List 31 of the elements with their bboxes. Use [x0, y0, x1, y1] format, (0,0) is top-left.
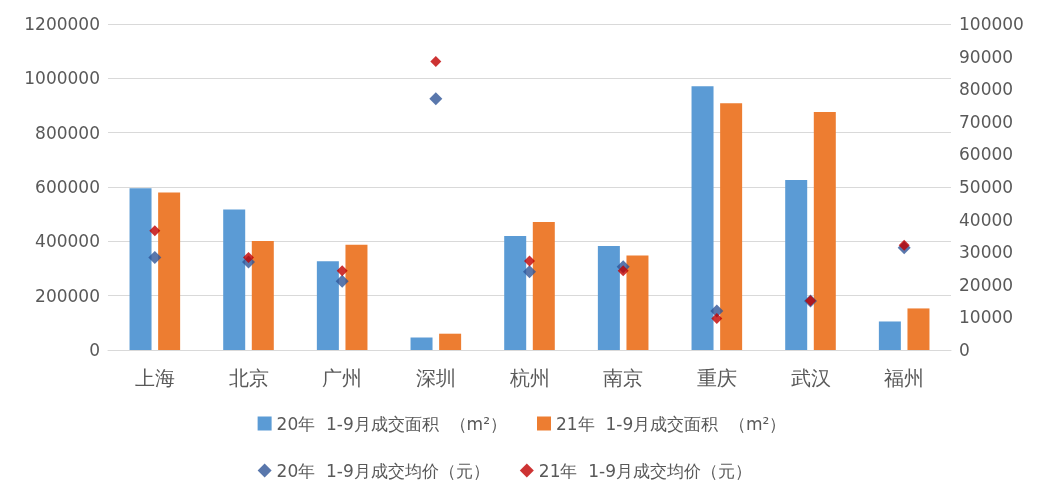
y-tick-label: 1000000 [24, 68, 100, 89]
y-tick-label: 400000 [35, 231, 100, 252]
x-tick-label: 杭州 [508, 366, 550, 390]
legend-label: 21年 1-9月成交均价（元） [538, 460, 753, 481]
x-tick-label: 深圳 [415, 366, 456, 390]
x-tick-label: 南京 [603, 366, 644, 390]
x-tick-label: 重庆 [696, 366, 737, 390]
y2-tick-label: 50000 [959, 177, 1014, 197]
y2-tick-label: 0 [959, 340, 970, 360]
x-tick-label: 武汉 [790, 366, 831, 390]
y2-tick-label: 90000 [959, 46, 1014, 67]
legend-label: 20年 1-9月成交面积 （m²） [276, 413, 507, 434]
y2-tick-label: 80000 [959, 79, 1014, 100]
y-tick-label: 600000 [35, 177, 100, 197]
y-tick-label: 800000 [35, 122, 100, 143]
y-tick-label: 1200000 [24, 14, 100, 34]
y2-tick-label: 70000 [959, 111, 1014, 132]
legend-label: 21年 1-9月成交面积 （m²） [556, 413, 787, 434]
x-tick-label: 广州 [322, 366, 363, 390]
y2-tick-label: 20000 [959, 274, 1014, 295]
x-tick-label: 北京 [228, 366, 269, 390]
y2-tick-label: 60000 [959, 144, 1014, 165]
legend-label: 20年 1-9月成交均价（元） [276, 460, 490, 481]
y2-tick-label: 100000 [959, 14, 1024, 34]
x-tick-label: 福州 [884, 366, 925, 390]
y2-tick-label: 30000 [959, 242, 1014, 263]
y-tick-label: 0 [89, 340, 100, 360]
y-tick-label: 200000 [35, 285, 100, 306]
y2-tick-label: 40000 [959, 209, 1014, 230]
y2-tick-label: 10000 [959, 307, 1014, 328]
x-tick-label: 上海 [134, 366, 175, 390]
